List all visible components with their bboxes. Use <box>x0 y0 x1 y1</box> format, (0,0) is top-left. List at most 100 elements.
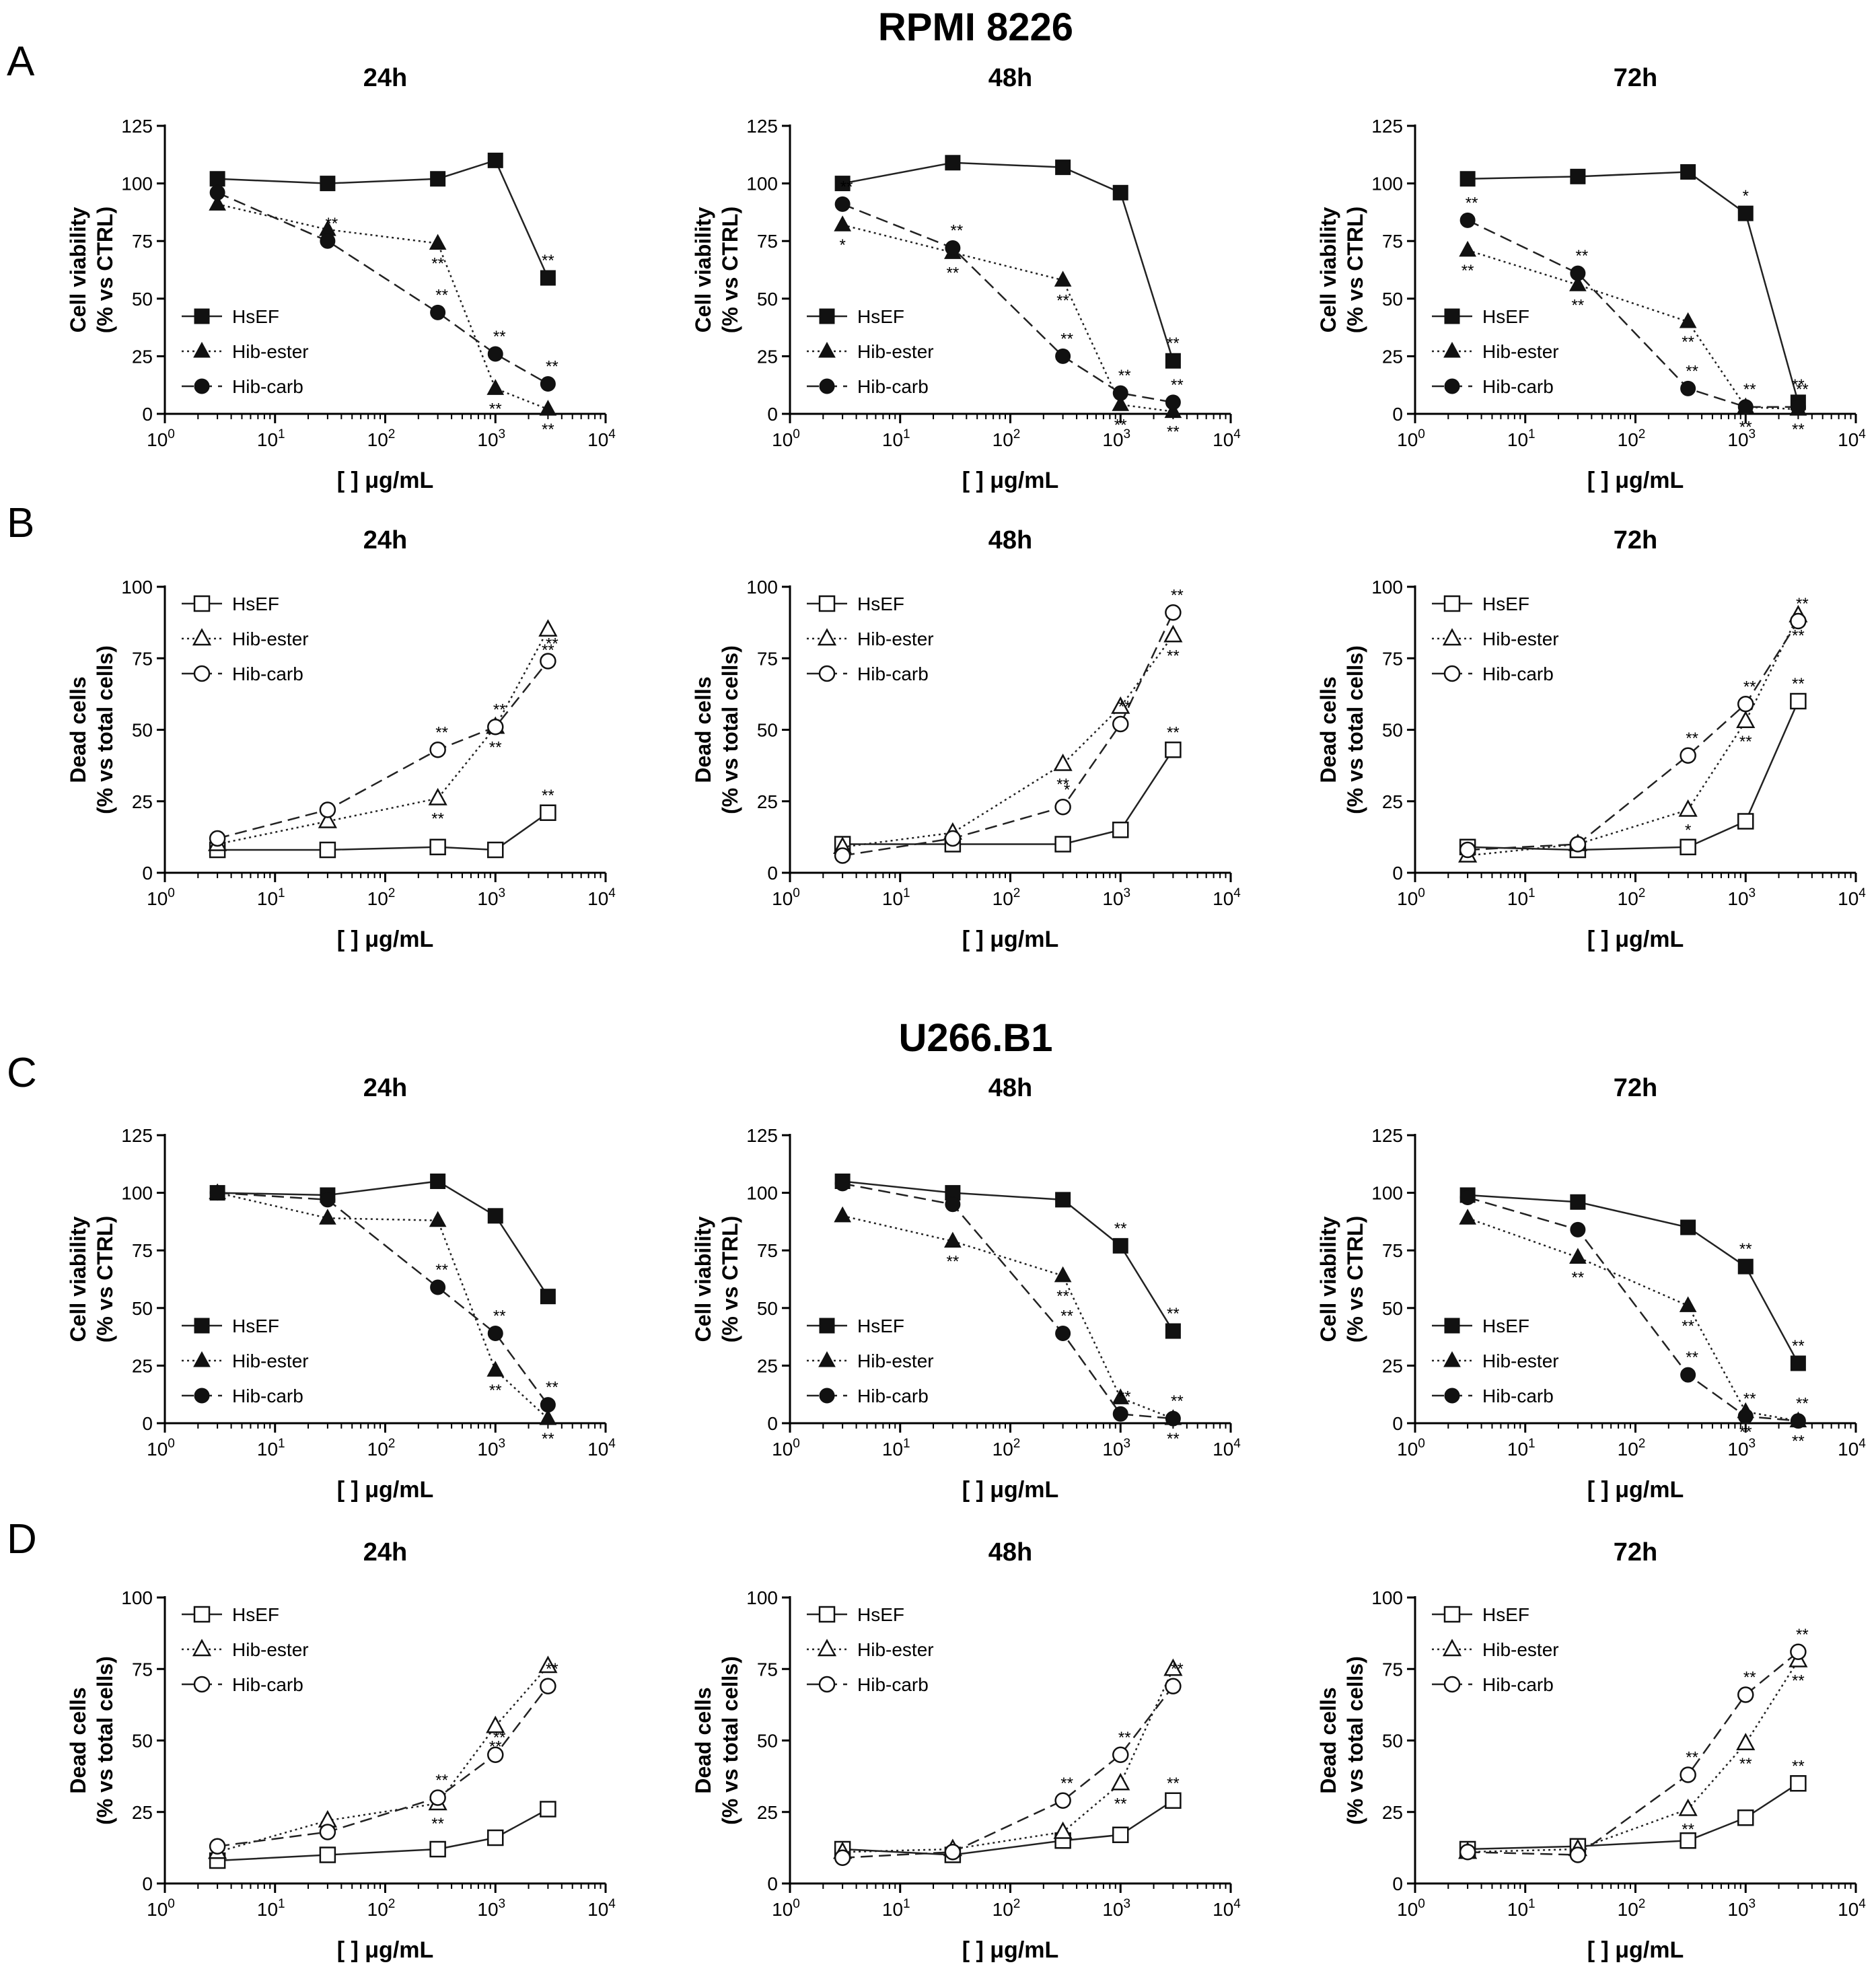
row-letter-d: D <box>7 1516 37 1563</box>
significance-label: ** <box>1686 1749 1698 1767</box>
data-point <box>1054 799 1071 816</box>
legend-item-hib-ester: Hib-ester <box>1432 628 1559 649</box>
series-hsef: ** <box>209 787 556 859</box>
y-tick-label: 100 <box>121 1183 153 1204</box>
data-point <box>1111 696 1130 714</box>
legend-item-hib-ester: Hib-ester <box>807 341 934 362</box>
legend-item-hsef: HsEF <box>807 594 904 614</box>
y-tick-label: 50 <box>757 289 778 310</box>
legend-item-hsef: HsEF <box>1432 1316 1529 1336</box>
series-line <box>217 203 548 410</box>
data-point <box>1459 1209 1476 1225</box>
y-tick-label: 50 <box>1382 1298 1403 1319</box>
significance-label: ** <box>489 1381 502 1400</box>
series-hib-ester: ** ** ** <box>208 619 558 851</box>
series-hib-carb: ** ** ** <box>209 1185 558 1413</box>
legend-item-hib-carb: Hib-carb <box>182 663 303 684</box>
data-point <box>1112 1826 1129 1843</box>
significance-label: ** <box>435 723 448 742</box>
legend-item-hib-ester: Hib-ester <box>807 1639 934 1660</box>
significance-label: ** <box>1792 1433 1805 1451</box>
data-point <box>945 155 961 171</box>
y-tick-label: 25 <box>132 346 153 367</box>
data-point <box>429 234 447 250</box>
significance-label: ** <box>1056 776 1069 794</box>
legend-marker <box>1443 1351 1461 1367</box>
series-hib-carb: ********** <box>834 178 1184 410</box>
y-axis-title: Dead cells (% vs total cells) <box>691 645 742 814</box>
group-title-u266: U266.B1 <box>899 1016 1053 1060</box>
y-tick-label: 75 <box>132 648 153 669</box>
significance-label: ** <box>1056 1287 1069 1305</box>
data-point <box>209 171 225 187</box>
legend-label: Hib-carb <box>857 1674 929 1695</box>
data-point <box>834 1206 851 1223</box>
data-point <box>1053 1821 1073 1839</box>
significance-label: ** <box>1682 1317 1694 1335</box>
y-axis-title: Dead cells (% vs total cells) <box>66 645 117 814</box>
legend-marker <box>1442 1639 1462 1657</box>
data-point <box>1111 1772 1130 1791</box>
legend-marker <box>818 1676 836 1693</box>
x-tick-label: 104 <box>1838 427 1866 450</box>
legend-label: Hib-carb <box>857 376 929 397</box>
y-tick-label: 0 <box>1392 863 1403 884</box>
legend-marker <box>194 378 210 394</box>
data-point <box>1112 1388 1130 1404</box>
legend-item-hsef: HsEF <box>182 1604 279 1625</box>
y-tick-label: 0 <box>767 1413 778 1434</box>
legend-marker <box>818 1606 836 1623</box>
series-hib-carb: ** ** ** <box>1459 595 1809 859</box>
row-letter-b: B <box>7 500 34 546</box>
data-point <box>945 1196 961 1213</box>
x-tick-label: 103 <box>477 1437 505 1460</box>
significance-label: ** <box>1572 1268 1585 1287</box>
legend-item-hib-carb: Hib-carb <box>807 1386 929 1406</box>
legend-label: Hib-ester <box>857 629 934 649</box>
legend-item-hib-ester: Hib-ester <box>1432 1351 1559 1371</box>
series-hsef: *** <box>1459 164 1806 410</box>
y-tick-label: 50 <box>757 1298 778 1319</box>
x-tick-label: 102 <box>993 1897 1021 1920</box>
data-point <box>540 1397 556 1413</box>
legend-marker <box>1444 378 1460 394</box>
data-point <box>1112 1746 1129 1763</box>
significance-label: ** <box>1743 678 1756 696</box>
data-point <box>429 1211 447 1227</box>
legend-marker <box>1443 1676 1461 1693</box>
chart-D-72h: 72h 0 25 50 75 100 100 101 102 103 104 [ ] μg/mL Dea… <box>1316 1538 1866 1963</box>
legend-label: Hib-carb <box>1482 663 1554 684</box>
chart-title: 72h <box>1614 1538 1657 1567</box>
data-point <box>1790 1643 1807 1660</box>
significance-label: ** <box>1796 1626 1809 1644</box>
y-tick-label: 0 <box>142 404 153 425</box>
legend-marker <box>194 308 210 324</box>
y-tick-label: 100 <box>121 577 153 598</box>
y-tick-label: 125 <box>746 116 778 137</box>
significance-label: * <box>839 236 845 254</box>
data-point <box>1055 1325 1071 1341</box>
significance-label: ** <box>1792 627 1805 645</box>
significance-label: ** <box>1118 1388 1131 1406</box>
data-point <box>320 1192 336 1208</box>
data-point <box>319 801 336 818</box>
legend-label: Hib-carb <box>857 1386 929 1406</box>
legend-item-hib-ester: Hib-ester <box>182 628 309 649</box>
data-point <box>428 787 447 805</box>
x-tick-label: 101 <box>257 1897 285 1920</box>
data-point <box>209 830 226 847</box>
data-point <box>1737 696 1754 713</box>
x-tick-label: 104 <box>1213 1437 1241 1460</box>
data-point <box>1569 1846 1587 1863</box>
legend-item-hsef: HsEF <box>182 594 279 614</box>
x-tick-label: 101 <box>882 427 910 450</box>
series-hib-carb: ********** <box>1459 194 1809 415</box>
legend-label: HsEF <box>232 306 279 327</box>
legend-label: Hib-ester <box>857 1639 934 1660</box>
y-tick-label: 100 <box>1371 174 1403 194</box>
x-tick-label: 102 <box>1618 1897 1646 1920</box>
x-tick-label: 104 <box>587 886 616 909</box>
x-tick-label: 102 <box>1618 886 1646 909</box>
x-axis-title: [ ] μg/mL <box>962 1937 1059 1963</box>
